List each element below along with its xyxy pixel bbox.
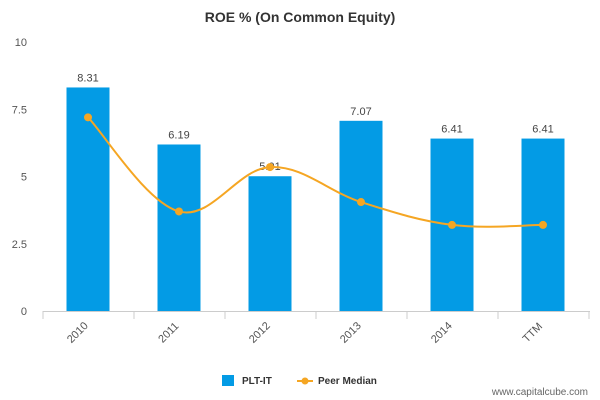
legend-label-peer-median: Peer Median: [318, 376, 377, 387]
x-tick-label: 2011: [156, 320, 181, 345]
legend-swatch-plt-it: [222, 375, 234, 386]
y-tick-label: 0: [21, 306, 27, 318]
x-tick-label: 2010: [65, 320, 91, 346]
bar-data-label: 6.41: [532, 124, 553, 136]
bar-data-labels: 8.316.195.017.076.416.41: [77, 72, 553, 173]
peer-median-point: [266, 163, 274, 172]
peer-median-point: [84, 113, 92, 122]
peer-median-point: [539, 220, 547, 229]
x-tick-label: 2013: [338, 320, 364, 346]
legend: PLT-IT Peer Median: [222, 375, 377, 387]
y-tick-label: 5: [21, 172, 27, 184]
x-tick-label: TTM: [521, 321, 545, 345]
bar-data-label: 7.07: [350, 106, 371, 118]
y-tick-label: 7.5: [12, 104, 27, 116]
peer-median-point: [357, 198, 365, 207]
x-tick-label: 2012: [247, 320, 273, 346]
peer-median-point: [175, 207, 183, 216]
x-axis: 2010 2011 2012 2013 2014 TTM: [42, 311, 590, 346]
legend-label-plt-it: PLT-IT: [242, 376, 272, 387]
bar: [248, 176, 292, 311]
peer-median-point: [448, 220, 456, 229]
y-axis: 0 2.5 5 7.5 10: [12, 37, 27, 318]
bar-series: [66, 87, 565, 311]
chart-title: ROE % (On Common Equity): [205, 9, 396, 25]
watermark: www.capitalcube.com: [491, 387, 588, 398]
x-tick-label: 2014: [429, 320, 455, 346]
bar: [157, 144, 201, 311]
bar: [339, 120, 383, 311]
bar: [66, 87, 110, 311]
peer-median-series: [84, 113, 547, 229]
legend-swatch-peer-median-dot: [301, 377, 309, 385]
bar-data-label: 6.41: [441, 124, 462, 136]
y-tick-label: 2.5: [12, 239, 27, 251]
bar-data-label: 6.19: [168, 129, 189, 141]
bar-data-label: 8.31: [77, 72, 98, 84]
y-tick-label: 10: [15, 37, 27, 49]
peer-median-line: [87, 116, 544, 228]
